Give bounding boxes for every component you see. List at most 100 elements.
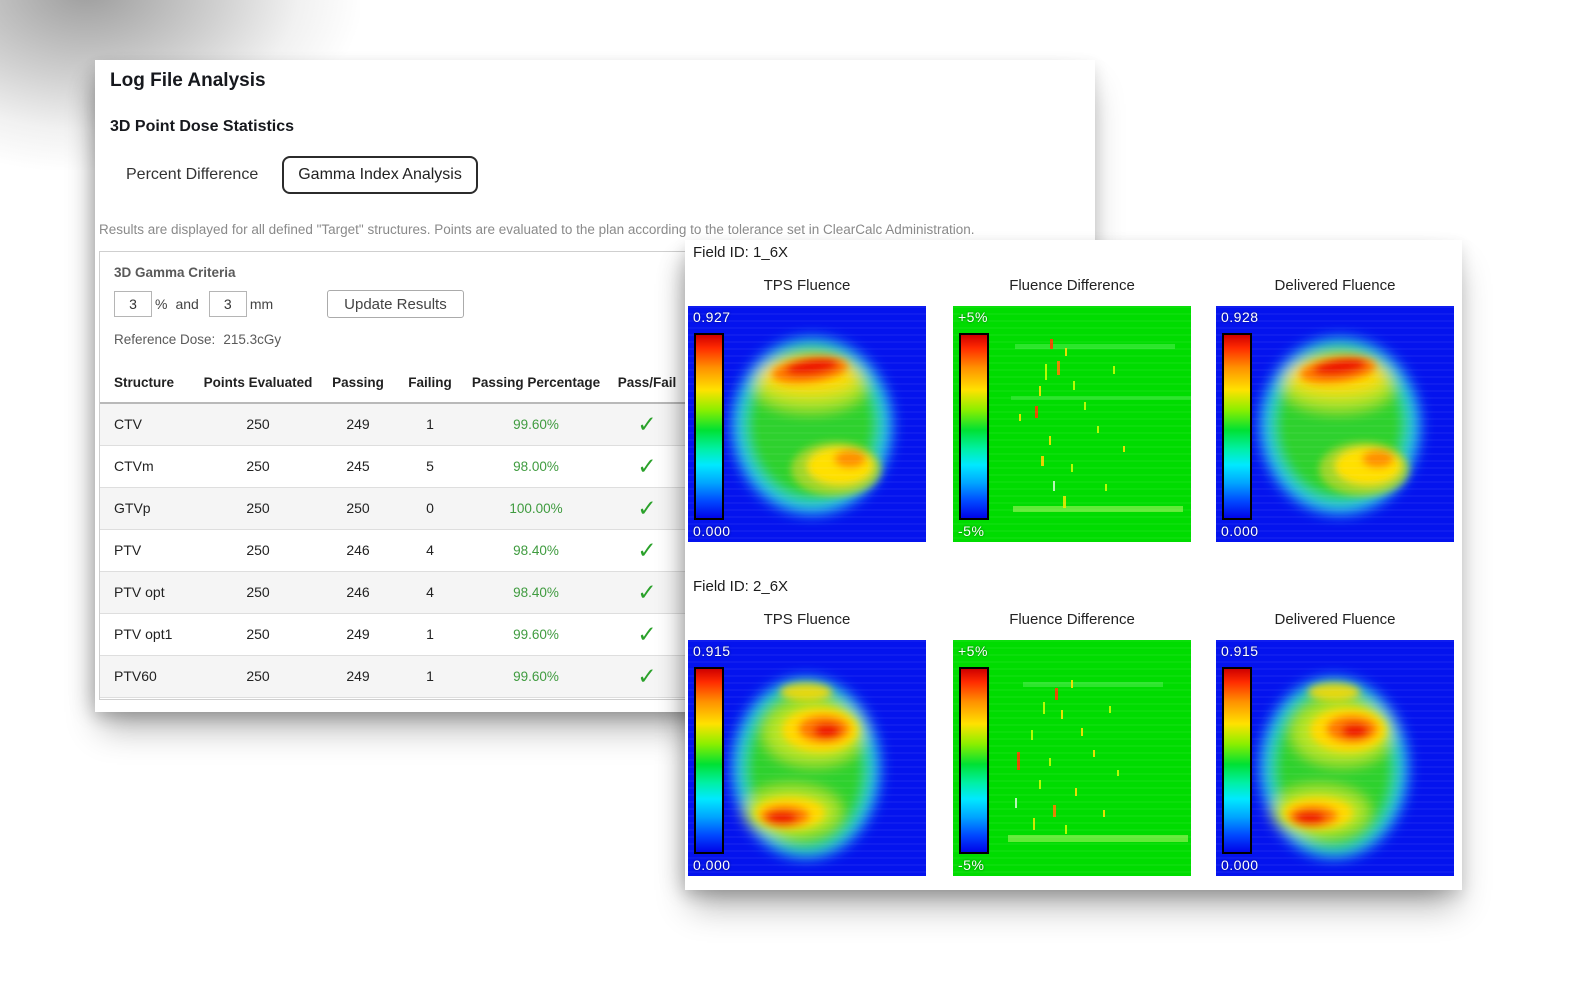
col-pass-fail: Pass/Fail [611,363,683,404]
cell-passing-percentage: 98.40% [461,529,611,572]
jet-colorbar [959,333,989,520]
fluence-blob-graphic [732,678,880,858]
results-description: Results are displayed for all defined "T… [99,222,975,237]
field1-delivered-fluence-map: 0.928 0.000 [1216,306,1454,542]
colorbar-min-label: 0.000 [693,857,731,873]
cell-passing: 246 [317,571,399,614]
col-passing: Passing [317,363,399,404]
mm-unit-label: mm [249,296,274,312]
pass-check-icon: ✓ [611,613,683,656]
cell-points-evaluated: 250 [199,655,317,698]
colorbar-max-label: +5% [958,309,988,325]
field1-tps-column: TPS Fluence [688,277,926,542]
colorbar-min-label: 0.000 [1221,857,1259,873]
field2-delivered-column: Delivered Fluence [1216,611,1454,876]
cell-passing-percentage: 98.00% [461,445,611,488]
field2-fluence-difference-map: +5% -5% [953,640,1191,876]
map-title: Delivered Fluence [1274,611,1396,628]
fluence-blob-graphic [1260,338,1420,514]
cell-failing: 4 [399,571,461,614]
cell-structure: PTV [100,529,199,572]
colorbar-max-label: +5% [958,643,988,659]
cell-points-evaluated: 250 [199,571,317,614]
cell-points-evaluated: 250 [199,487,317,530]
col-failing: Failing [399,363,461,404]
cell-points-evaluated: 250 [199,403,317,446]
pass-check-icon: ✓ [611,655,683,698]
fluence-blob-graphic [1260,678,1408,858]
cell-failing: 5 [399,445,461,488]
gamma-criteria-inputs: % and mm Update Results [114,290,464,318]
jet-colorbar [694,333,724,520]
fluence-blob-graphic [732,338,892,514]
field2-delivered-fluence-map: 0.915 0.000 [1216,640,1454,876]
pass-check-icon: ✓ [611,571,683,614]
analysis-tabs: Percent Difference Gamma Index Analysis [110,156,478,194]
section-title: 3D Point Dose Statistics [110,118,295,135]
and-label: and [175,296,199,312]
map-title: TPS Fluence [763,277,851,294]
pass-check-icon: ✓ [611,445,683,488]
cell-structure: GTVp [100,487,199,530]
cell-passing: 249 [317,655,399,698]
colorbar-min-label: 0.000 [693,523,731,539]
cell-failing: 1 [399,403,461,446]
cell-structure: CTVm [100,445,199,488]
cell-passing: 249 [317,403,399,446]
tab-gamma-index-analysis[interactable]: Gamma Index Analysis [282,156,478,194]
jet-colorbar [1222,333,1252,520]
cell-structure: CTV [100,403,199,446]
cell-passing: 249 [317,613,399,656]
jet-colorbar [1222,667,1252,854]
colorbar-min-label: -5% [958,857,985,873]
colorbar-max-label: 0.915 [693,643,731,659]
cell-passing-percentage: 99.60% [461,655,611,698]
field2-tps-fluence-map: 0.915 0.000 [688,640,926,876]
jet-colorbar [959,667,989,854]
tab-percent-difference[interactable]: Percent Difference [126,166,259,183]
cell-points-evaluated: 250 [199,529,317,572]
cell-structure: PTV opt [100,571,199,614]
fluence-panel: Field ID: 1_6X Field ID: 2_6X TPS Fluenc… [685,240,1462,890]
page-title: Log File Analysis [110,70,266,91]
cell-structure: PTV opt1 [100,613,199,656]
field1-tps-fluence-map: 0.927 0.000 [688,306,926,542]
field2-difference-column: Fluence Difference [953,611,1191,876]
field-id-2-label: Field ID: 2_6X [693,578,789,595]
cell-points-evaluated: 250 [199,445,317,488]
update-results-button[interactable]: Update Results [327,290,464,318]
reference-dose: Reference Dose: 215.3cGy [114,332,281,347]
field2-tps-column: TPS Fluence [688,611,926,876]
gamma-criteria-title: 3D Gamma Criteria [114,265,236,280]
cell-failing: 4 [399,529,461,572]
cell-passing-percentage: 98.40% [461,571,611,614]
cell-passing: 250 [317,487,399,530]
gamma-percent-input[interactable] [114,291,152,317]
gamma-distance-input[interactable] [208,291,247,317]
cell-passing-percentage: 99.60% [461,403,611,446]
map-title: Delivered Fluence [1274,277,1396,294]
cell-failing: 0 [399,487,461,530]
pass-check-icon: ✓ [611,403,683,446]
col-structure: Structure [100,363,199,404]
pass-check-icon: ✓ [611,529,683,572]
col-passing-percentage: Passing Percentage [461,363,611,404]
colorbar-max-label: 0.915 [1221,643,1259,659]
difference-speckle-graphic [1011,339,1191,512]
pass-check-icon: ✓ [611,487,683,530]
difference-speckle-graphic [1008,680,1188,842]
cell-passing: 246 [317,529,399,572]
colorbar-max-label: 0.927 [693,309,731,325]
cell-failing: 1 [399,613,461,656]
field1-fluence-difference-map: +5% -5% [953,306,1191,542]
col-points-evaluated: Points Evaluated [199,363,317,404]
map-title: TPS Fluence [763,611,851,628]
colorbar-min-label: 0.000 [1221,523,1259,539]
colorbar-max-label: 0.928 [1221,309,1259,325]
map-title: Fluence Difference [1009,611,1135,628]
cell-passing: 245 [317,445,399,488]
cell-failing: 1 [399,655,461,698]
field1-delivered-column: Delivered Fluence [1216,277,1454,542]
field-id-1-label: Field ID: 1_6X [693,244,789,261]
